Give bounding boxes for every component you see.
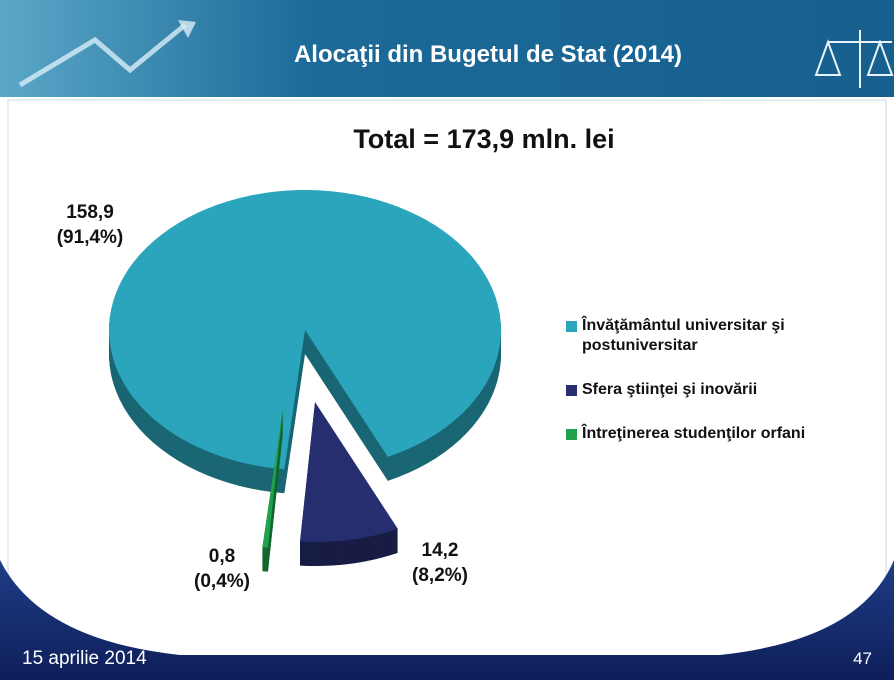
slice [108, 190, 501, 470]
value-label: 158,9 [66, 202, 114, 223]
percent-label: (8,2%) [412, 565, 468, 586]
value-label: 0,8 [209, 546, 235, 567]
pie [108, 190, 502, 572]
slide-title: Alocaţii din Bugetul de Stat (2014) [294, 41, 682, 68]
percent-label: (0,4%) [194, 571, 250, 592]
legend-label: Învăţământul universitar şi postuniversi… [582, 317, 785, 354]
footer-band [0, 560, 894, 680]
legend-item: Sfera ştiinţei şi inovării [566, 380, 876, 400]
legend-swatch [566, 429, 577, 440]
scales-icon [814, 30, 894, 88]
slice [299, 402, 398, 542]
legend-label: Sfera ştiinţei şi inovării [582, 381, 758, 398]
percent-label: (91,4%) [57, 227, 124, 248]
legend-item: Învăţământul universitar şi postuniversi… [566, 316, 876, 356]
header-arrow-head [178, 20, 196, 38]
header-bar [0, 0, 894, 97]
legend-label: Întreţinerea studenţilor orfani [582, 425, 806, 442]
legend-swatch [566, 385, 577, 396]
chart-title: Total = 173,9 mln. lei [353, 124, 614, 154]
legend: Învăţământul universitar şi postuniversi… [566, 316, 876, 468]
value-label: 14,2 [422, 540, 459, 561]
legend-item: Întreţinerea studenţilor orfani [566, 424, 876, 444]
slice [262, 408, 283, 548]
page-number: 47 [853, 649, 872, 668]
header-arrow [18, 23, 187, 88]
footer-date: 15 aprilie 2014 [22, 648, 147, 669]
legend-swatch [566, 321, 577, 332]
